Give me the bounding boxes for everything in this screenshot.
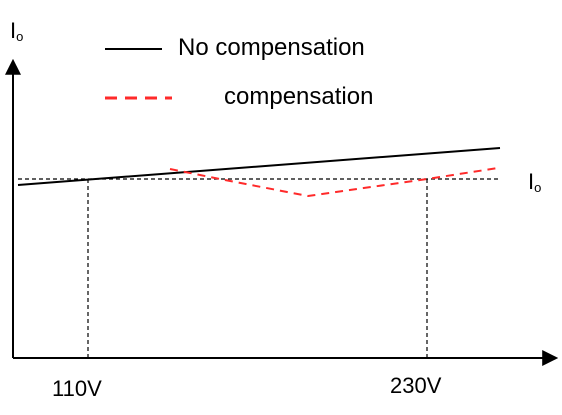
no-compensation-curve <box>17 147 501 186</box>
reference-label: Io <box>528 169 541 195</box>
legend-label-no-compensation: No compensation <box>178 34 365 61</box>
legend-label-compensation: compensation <box>224 83 373 110</box>
x-tick-110v: 110V <box>52 376 102 401</box>
compensation-curve <box>169 167 499 198</box>
y-axis-label: Io <box>10 18 23 44</box>
x-tick-230v: 230V <box>390 373 442 398</box>
